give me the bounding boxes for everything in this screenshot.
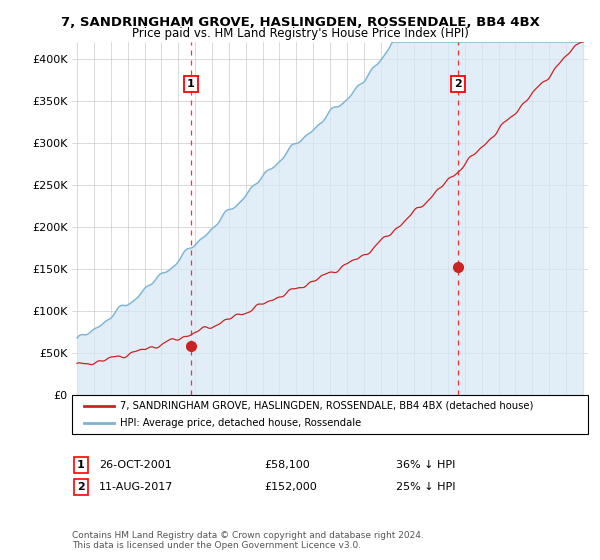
Text: Price paid vs. HM Land Registry's House Price Index (HPI): Price paid vs. HM Land Registry's House … bbox=[131, 27, 469, 40]
Text: 1: 1 bbox=[187, 79, 195, 89]
Text: 7, SANDRINGHAM GROVE, HASLINGDEN, ROSSENDALE, BB4 4BX: 7, SANDRINGHAM GROVE, HASLINGDEN, ROSSEN… bbox=[61, 16, 539, 29]
Text: £152,000: £152,000 bbox=[264, 482, 317, 492]
Text: HPI: Average price, detached house, Rossendale: HPI: Average price, detached house, Ross… bbox=[120, 418, 361, 428]
Text: 25% ↓ HPI: 25% ↓ HPI bbox=[396, 482, 455, 492]
Text: Contains HM Land Registry data © Crown copyright and database right 2024.
This d: Contains HM Land Registry data © Crown c… bbox=[72, 530, 424, 550]
Text: 11-AUG-2017: 11-AUG-2017 bbox=[99, 482, 173, 492]
Text: 2: 2 bbox=[454, 79, 462, 89]
Text: £58,100: £58,100 bbox=[264, 460, 310, 470]
Text: 7, SANDRINGHAM GROVE, HASLINGDEN, ROSSENDALE, BB4 4BX (detached house): 7, SANDRINGHAM GROVE, HASLINGDEN, ROSSEN… bbox=[120, 401, 533, 411]
Text: 2: 2 bbox=[77, 482, 85, 492]
Text: 1: 1 bbox=[77, 460, 85, 470]
Text: 36% ↓ HPI: 36% ↓ HPI bbox=[396, 460, 455, 470]
Text: 26-OCT-2001: 26-OCT-2001 bbox=[99, 460, 172, 470]
